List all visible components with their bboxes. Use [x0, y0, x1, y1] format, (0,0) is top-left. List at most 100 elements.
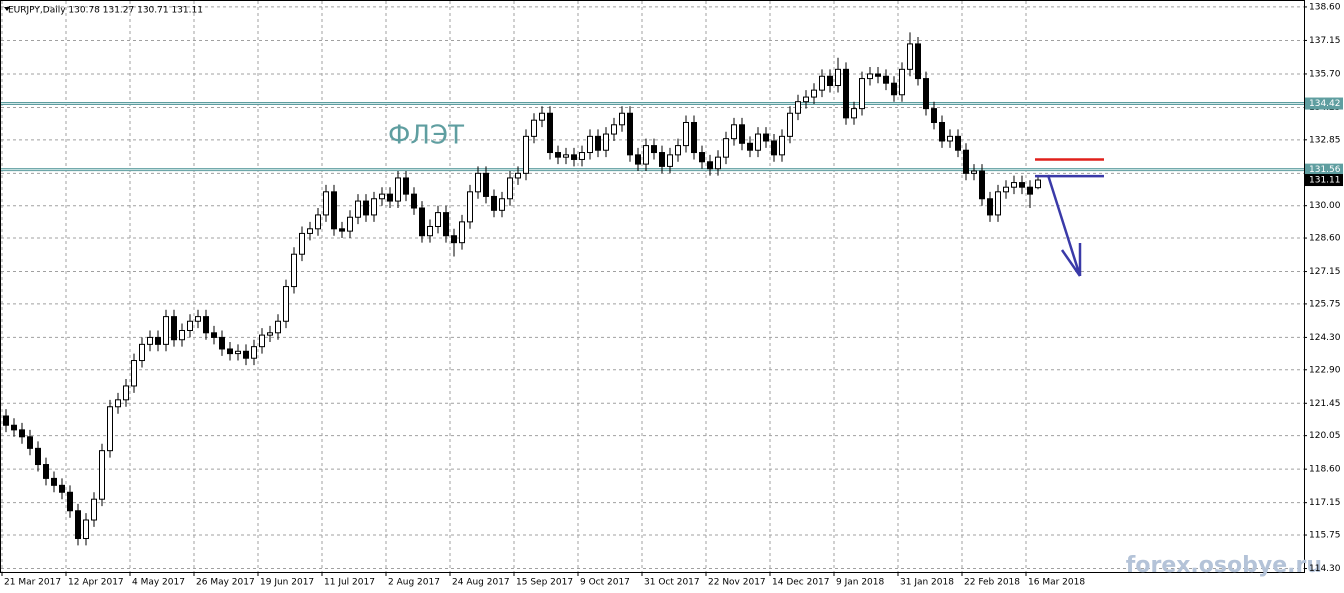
candle-body [1003, 186, 1009, 193]
level-label: 134.42 [1309, 99, 1341, 109]
candle-body [307, 228, 313, 234]
chart-title: EURJPY,Daily 130.78 131.27 130.71 131.11 [8, 6, 203, 16]
candle-body [731, 124, 737, 140]
candle-body [331, 191, 337, 230]
candle-body [979, 170, 985, 200]
candle-body [675, 145, 681, 156]
candle-body [91, 498, 97, 521]
candle-body [163, 316, 169, 345]
y-tick-label: 128.60 [1309, 234, 1341, 244]
watermark: forex.osobye.ru [1126, 553, 1322, 578]
x-tick-label: 12 Apr 2017 [68, 578, 124, 588]
candle-body [59, 484, 65, 493]
candle-body [939, 121, 945, 142]
candle-body [379, 193, 385, 200]
y-tick-label: 122.90 [1309, 365, 1341, 375]
y-tick-label: 115.75 [1309, 531, 1341, 541]
candle-body [619, 112, 625, 126]
candle-body [395, 177, 401, 202]
marks [1, 32, 1304, 546]
candle-body [563, 154, 569, 158]
x-tick-label: 26 May 2017 [196, 578, 255, 588]
candle-body [235, 350, 241, 355]
candle-body [1035, 179, 1041, 189]
candle-body [347, 216, 353, 232]
candle-body [387, 193, 393, 202]
y-tick-label: 124.30 [1309, 333, 1341, 343]
candle-body [267, 332, 273, 336]
candle-body [867, 73, 873, 80]
candle-body [427, 225, 433, 237]
candle-body [139, 343, 145, 362]
candle-body [747, 142, 753, 151]
candle-body [643, 145, 649, 165]
x-tick-label: 14 Dec 2017 [772, 578, 830, 588]
candle-body [907, 43, 913, 70]
arrow [1046, 174, 1082, 277]
candle-body [35, 447, 41, 466]
candle-body [915, 43, 921, 80]
candle-body [827, 75, 833, 87]
level-label: 131.11 [1309, 176, 1341, 186]
candle-body [27, 436, 33, 449]
level-label: 131.56 [1309, 165, 1341, 175]
level-tag [1305, 97, 1343, 110]
candle-body [147, 336, 153, 345]
candle-body [859, 78, 865, 110]
candle-body [51, 477, 57, 486]
candle-body [123, 385, 129, 401]
candle-body [259, 334, 265, 348]
candle-body [1011, 182, 1017, 188]
x-tick-label: 9 Jan 2018 [836, 578, 884, 588]
y-tick-label: 118.60 [1309, 465, 1341, 475]
candle-body [315, 214, 321, 230]
candle-body [115, 399, 121, 408]
y-tick-label: 125.75 [1309, 299, 1341, 309]
candle-body [787, 112, 793, 137]
level-tag [1305, 174, 1343, 187]
candle-body [443, 212, 449, 237]
y-tick-label: 138.60 [1309, 2, 1341, 12]
candle-body [835, 68, 841, 87]
x-tick-label: 21 Mar 2017 [4, 578, 61, 588]
x-tick-label: 15 Sep 2017 [516, 578, 573, 588]
candle-body [555, 152, 561, 158]
candle-body [507, 177, 513, 200]
candle-body [1027, 186, 1033, 195]
candle-body [891, 82, 897, 96]
candle-body [83, 519, 89, 539]
y-tick-label: 130.00 [1309, 201, 1341, 211]
candle-body [283, 286, 289, 322]
candle-body [323, 191, 329, 216]
candle-body [803, 96, 809, 103]
candle-body [11, 424, 17, 431]
candle-body [403, 177, 409, 195]
y-tick-label: 132.85 [1309, 135, 1341, 145]
candle-body [179, 329, 185, 341]
candle-body [779, 135, 785, 156]
y-tick-label: 121.45 [1309, 399, 1341, 409]
candle-body [603, 133, 609, 151]
candle-body [75, 510, 81, 539]
candle-body [635, 154, 641, 165]
candle-body [499, 198, 505, 211]
candle-body [299, 232, 305, 255]
candle-body [995, 191, 1001, 216]
candle-body [219, 336, 225, 350]
candle-body [3, 415, 9, 426]
candle-body [171, 316, 177, 341]
candle-body [763, 133, 769, 142]
candle-body [667, 154, 673, 167]
candle-body [155, 336, 161, 345]
x-tick-label: 31 Oct 2017 [644, 578, 700, 588]
candle-body [963, 149, 969, 174]
candle-body [467, 191, 473, 223]
candle-body [411, 193, 417, 209]
candle-body [475, 172, 481, 193]
candle-body [923, 78, 929, 110]
candle-body [883, 75, 889, 84]
candle-body [339, 228, 345, 232]
candle-body [107, 406, 113, 452]
candle-body [691, 121, 697, 154]
title-icon [4, 7, 10, 11]
